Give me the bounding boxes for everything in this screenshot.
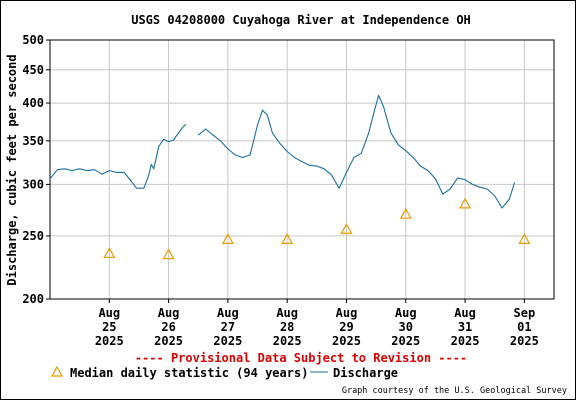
x-tick-label: 30	[399, 320, 413, 334]
median-series	[103, 197, 531, 260]
x-tick-label: 2025	[95, 334, 124, 348]
median-marker	[399, 207, 412, 219]
y-axis-label: Discharge, cubic feet per second	[5, 54, 19, 285]
x-tick-label: 26	[161, 320, 175, 334]
x-tick-label: Aug	[454, 306, 476, 320]
discharge-line-segment	[49, 123, 187, 189]
median-marker	[103, 247, 116, 259]
x-axis-ticks: Aug252025Aug262025Aug272025Aug282025Aug2…	[95, 299, 539, 348]
median-marker	[162, 248, 175, 260]
x-tick-label: Aug	[217, 306, 239, 320]
median-marker	[518, 233, 531, 244]
x-tick-label: 2025	[332, 334, 361, 348]
x-tick-label: 25	[102, 320, 116, 334]
x-tick-label: 2025	[154, 334, 183, 348]
legend: Median daily statistic (94 years) Discha…	[50, 365, 398, 380]
x-tick-label: 28	[280, 320, 294, 334]
legend-discharge-label: Discharge	[333, 366, 398, 380]
y-tick-label: 450	[22, 63, 44, 77]
median-marker	[459, 197, 472, 209]
x-tick-label: 31	[458, 320, 472, 334]
chart-title: USGS 04208000 Cuyahoga River at Independ…	[131, 13, 471, 27]
y-tick-label: 500	[22, 33, 44, 47]
discharge-line-segment	[197, 94, 516, 209]
x-tick-label: 2025	[451, 334, 480, 348]
y-axis-ticks: 200 250 300 350 400 450 500	[22, 33, 50, 306]
x-tick-label: 2025	[213, 334, 242, 348]
median-marker	[340, 222, 353, 234]
legend-median-marker	[50, 365, 64, 377]
x-tick-label: 27	[221, 320, 235, 334]
y-tick-label: 200	[22, 292, 44, 306]
x-tick-label: 2025	[391, 334, 420, 348]
discharge-series	[49, 94, 516, 209]
y-tick-label: 300	[22, 177, 44, 191]
x-tick-label: 2025	[273, 334, 302, 348]
credit-text: Graph courtesy of the U.S. Geological Su…	[342, 386, 567, 396]
x-tick-label: Aug	[158, 306, 180, 320]
provisional-notice: ---- Provisional Data Subject to Revisio…	[135, 351, 467, 365]
x-tick-label: 2025	[510, 334, 539, 348]
y-tick-label: 350	[22, 134, 44, 148]
x-tick-label: Aug	[395, 306, 417, 320]
x-tick-label: 01	[517, 320, 531, 334]
x-tick-label: Aug	[336, 306, 358, 320]
x-tick-label: Aug	[98, 306, 120, 320]
legend-median-label: Median daily statistic (94 years)	[70, 366, 308, 380]
median-marker	[281, 233, 294, 244]
y-tick-label: 400	[22, 96, 44, 110]
y-tick-label: 250	[22, 229, 44, 243]
x-tick-label: 29	[339, 320, 353, 334]
x-tick-label: Sep	[514, 306, 536, 320]
plot-area-border	[49, 39, 555, 300]
median-marker	[221, 233, 234, 244]
x-tick-label: Aug	[276, 306, 298, 320]
grid-lines	[50, 39, 554, 300]
